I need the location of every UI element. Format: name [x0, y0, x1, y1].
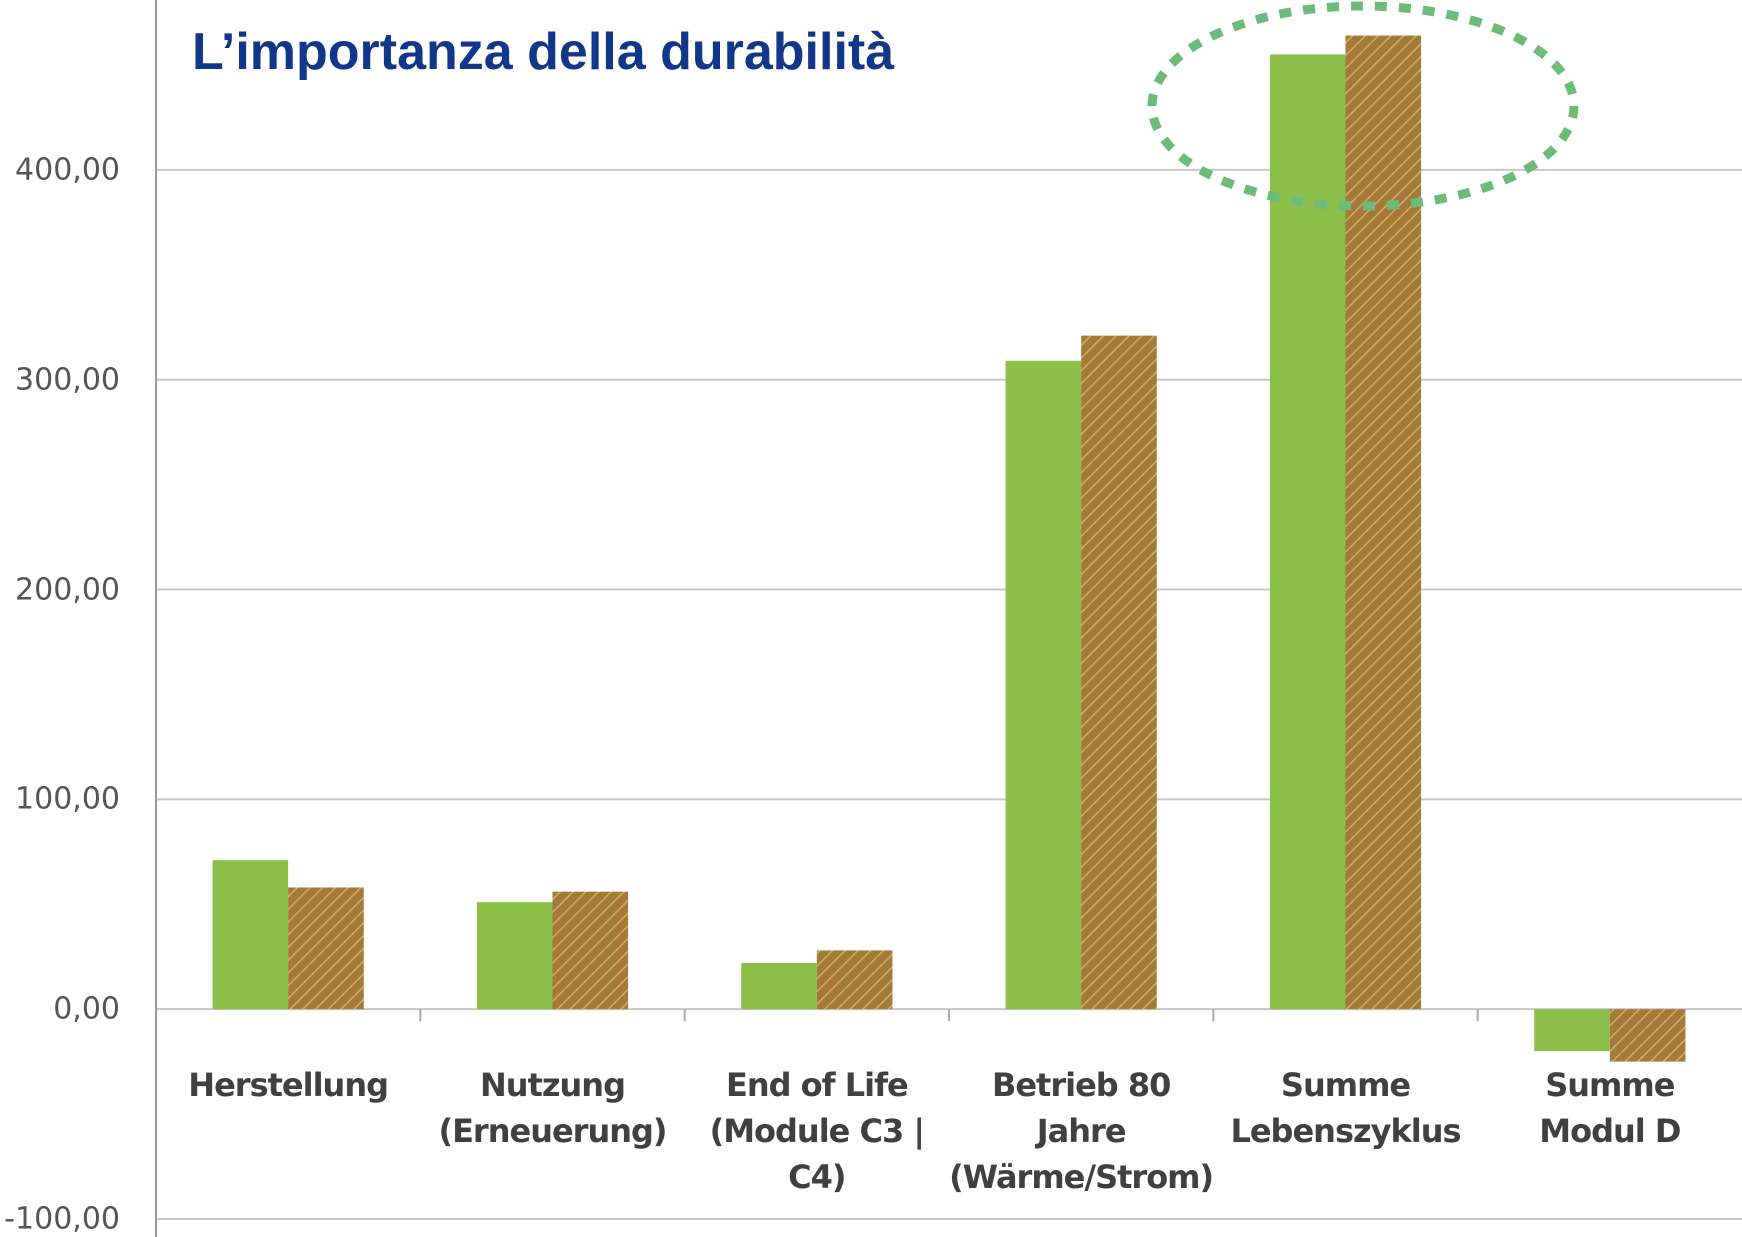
bar [552, 891, 629, 1010]
y-tick-label: -100,00 [4, 1201, 120, 1237]
bar [741, 963, 817, 1010]
bar [1345, 35, 1422, 1010]
y-tick-label: 400,00 [15, 152, 120, 188]
y-tick-label: 0,00 [53, 991, 120, 1027]
bar [1081, 335, 1157, 1010]
bar [476, 902, 553, 1010]
bar [212, 860, 289, 1010]
chart-title: L’importanza della durabilità [192, 23, 895, 81]
highlight-ellipse [1147, 1, 1579, 211]
bar [1609, 1009, 1686, 1062]
y-tick-label: 300,00 [15, 362, 120, 398]
x-tick-label: Nutzung (Erneuerung) [438, 1066, 667, 1150]
bar [1005, 360, 1082, 1010]
x-tick-label: Herstellung [188, 1066, 389, 1104]
bar [1269, 54, 1346, 1010]
x-tick-label: Summe Lebenszyklus [1230, 1066, 1461, 1150]
bar [288, 887, 364, 1010]
x-tick-label: Betrieb 80 Jahre (Wärme/Strom) [949, 1066, 1214, 1196]
x-tick-label: Summe Modul D [1539, 1066, 1681, 1150]
bar [1534, 1009, 1610, 1052]
y-tick-label: 200,00 [15, 572, 120, 608]
y-tick-label: 100,00 [15, 781, 120, 817]
bar [816, 950, 893, 1010]
x-tick-label: End of Life (Module C3 | C4) [709, 1066, 926, 1196]
